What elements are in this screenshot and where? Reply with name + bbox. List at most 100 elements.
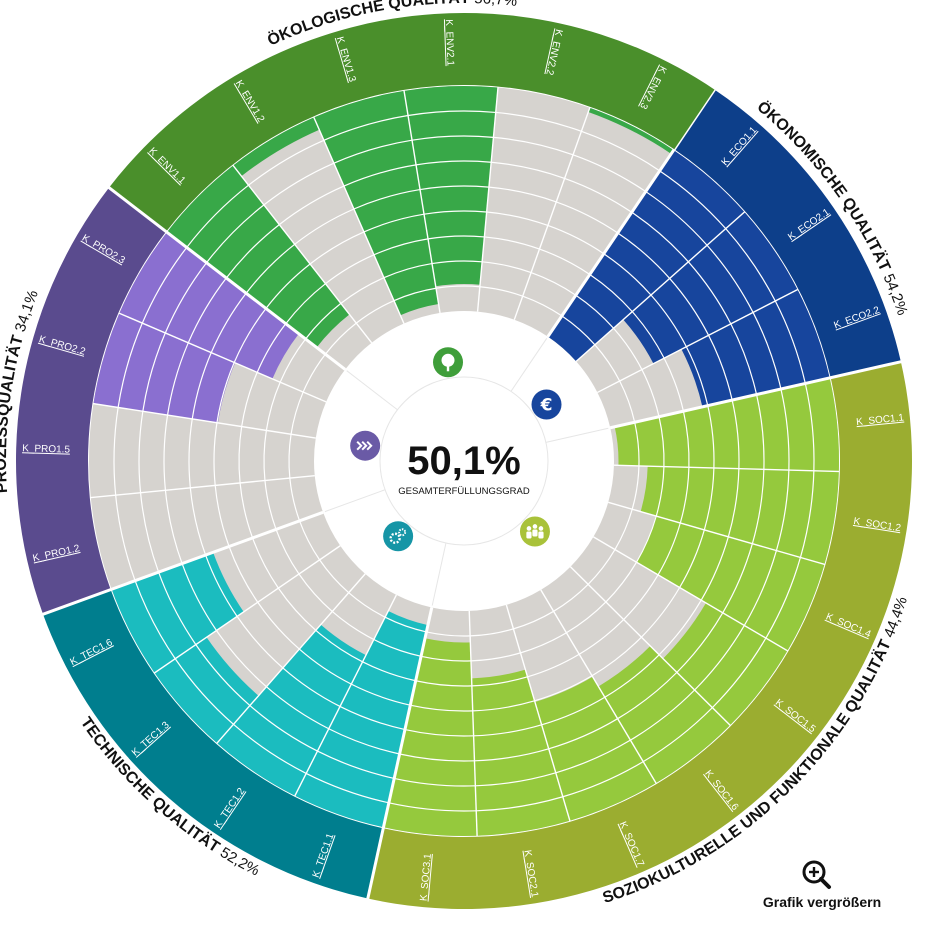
ring-separator [730, 323, 758, 395]
ring-separator [669, 278, 710, 336]
ring-separator [317, 750, 395, 779]
ring-separator [679, 529, 705, 588]
ring-separator [393, 287, 437, 302]
ring-separator [774, 300, 806, 384]
ring-separator [641, 369, 660, 417]
ring-separator [388, 802, 477, 812]
ring-separator [302, 353, 326, 393]
ring-separator [189, 487, 207, 556]
ring-separator [138, 411, 144, 493]
ring-separator [241, 372, 258, 427]
ring-separator [166, 342, 189, 416]
category-band-env [109, 12, 715, 232]
ring-separator [315, 629, 363, 663]
enlarge-graphic-label: Grafik vergrößern [762, 894, 882, 910]
gear-large [389, 532, 401, 544]
ring-separator [238, 426, 243, 484]
ring-separator [305, 772, 389, 804]
ring-separator [591, 636, 642, 677]
category-band-soc [367, 361, 913, 910]
ring-separator [309, 231, 365, 265]
icon-badge [531, 389, 562, 420]
ring-separator [239, 482, 254, 539]
category-divider [365, 607, 434, 901]
ring-separator [411, 135, 494, 141]
ring-separator [495, 111, 582, 132]
ring-separator [479, 286, 523, 297]
criterion-label: K_SOC3.1 [419, 853, 434, 902]
ring-separator [513, 610, 554, 630]
ring-separator [470, 652, 521, 662]
tree-icon [433, 347, 464, 378]
ring-separator [263, 430, 267, 481]
ring-separator [328, 728, 400, 755]
ring-separator [604, 654, 660, 698]
ring-separator [355, 300, 395, 324]
ring-separator [298, 648, 352, 685]
hub-divider [346, 370, 398, 411]
ring-separator [339, 705, 406, 731]
arrow-chevron [366, 440, 373, 451]
criterion-bar [313, 90, 439, 316]
ring-separator [256, 323, 287, 373]
ring-separator [755, 394, 765, 470]
ring-separator [562, 761, 644, 798]
ring-separator [431, 260, 483, 265]
ring-separator [799, 470, 815, 558]
ring-separator [353, 188, 421, 210]
ring-separator [685, 346, 709, 406]
ring-separator [158, 571, 197, 645]
ring-separator [205, 554, 238, 617]
ring-separator [566, 601, 607, 634]
ring-separator [115, 495, 136, 581]
category-divider [106, 185, 347, 371]
ring-separator [340, 277, 385, 304]
ring-separator [700, 536, 729, 601]
ring-separator [527, 653, 580, 678]
ring-separator [210, 292, 247, 353]
hub-divider [324, 489, 386, 513]
ring-separator [650, 294, 687, 347]
ring-separator [631, 465, 640, 510]
ring-separator [575, 294, 615, 329]
ring-separator [142, 332, 166, 412]
ring-separator [263, 162, 335, 206]
category-band [15, 12, 913, 910]
ring-separator [323, 114, 409, 141]
hub-divider [431, 542, 447, 606]
ring-separator [775, 470, 790, 551]
ring-separator [594, 344, 621, 382]
ring-separator [541, 696, 606, 726]
category-band-pro [15, 187, 167, 615]
hub-divider [510, 338, 548, 392]
criterion-bar [233, 117, 320, 177]
ring-separator [493, 136, 574, 156]
ring-separator [539, 248, 591, 275]
ring-separator [348, 592, 386, 618]
ring-separator [722, 543, 753, 614]
hub-divider [545, 427, 609, 443]
ring-separator [288, 434, 292, 479]
ring-separator [553, 583, 589, 612]
ring-separator [399, 753, 475, 762]
criterion-bar [383, 638, 478, 836]
ring-separator [265, 381, 281, 431]
criterion-track [90, 475, 324, 590]
ring-separator [435, 285, 480, 289]
criterion-label: K_SOC1.1 [856, 412, 905, 428]
ring-separator [290, 391, 304, 435]
ring-separator [484, 236, 540, 250]
ring-separator [331, 611, 375, 641]
category-band-tec [43, 589, 384, 899]
criterion-track [88, 403, 316, 498]
ring-separator [294, 208, 355, 245]
ring-separator [264, 480, 277, 530]
ring-separator [181, 563, 217, 631]
ring-separator [277, 587, 317, 631]
ring-separator [163, 415, 169, 491]
ring-separator [298, 520, 321, 561]
ring-separator [780, 388, 790, 471]
ring-separator [578, 619, 625, 655]
enlarge-graphic-button[interactable]: Grafik vergrößern [763, 858, 910, 918]
criteria-sectors [18, 14, 912, 909]
